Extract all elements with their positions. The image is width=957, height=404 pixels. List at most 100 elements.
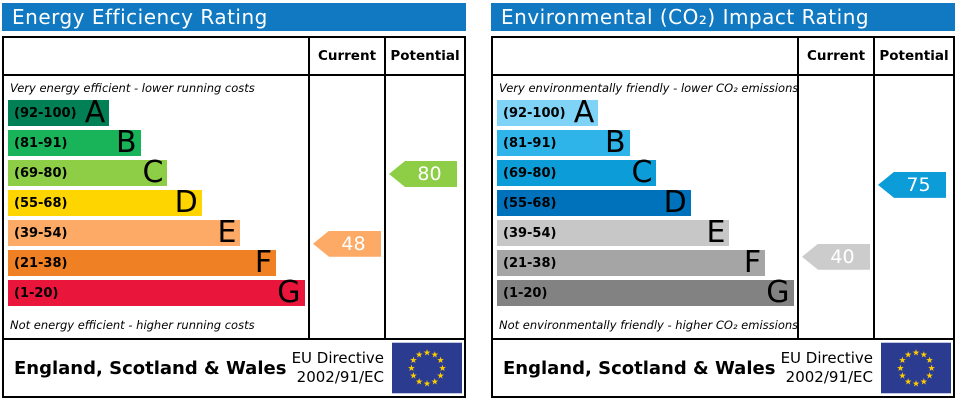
band-range-label: (55-68) [14,195,68,211]
potential-rating-arrow: 80 [389,161,457,187]
co2-table-body-row: Very environmentally friendly - lower CO… [493,76,953,338]
svg-text:★: ★ [415,378,423,388]
svg-text:★: ★ [437,356,445,366]
current-rating-arrow: 48 [313,230,381,257]
co2-region-label: England, Scotland & Wales [503,357,776,379]
energy-table-footer-row: England, Scotland & Wales EU Directive 2… [4,338,464,396]
co2-table-footer-row: England, Scotland & Wales EU Directive 2… [493,338,953,396]
band-letter: A [573,95,595,130]
band-c: (69-80) C [8,155,168,190]
co2-potential-rating-cell: 75 [875,76,953,338]
eu-flag-icon: ★ ★★ ★★★ ★★★ ★★★ [881,342,951,394]
energy-efficiency-panel: Energy Efficiency Rating Current Potenti… [2,3,466,398]
co2-table-header-row: Current Potential [493,38,953,76]
energy-eu-directive-label: EU Directive 2002/91/EC [292,349,384,387]
svg-text:★: ★ [439,364,447,374]
co2-impact-panel: Environmental (CO₂) Impact Rating Curren… [491,3,955,398]
energy-table-body-row: Very energy efficient - lower running co… [4,76,464,338]
svg-text:★: ★ [928,364,936,374]
band-g: (1-20) G [497,277,794,309]
svg-text:★: ★ [431,350,439,360]
co2-caption-top: Very environmentally friendly - lower CO… [499,81,799,95]
band-range-label: (39-54) [503,225,557,241]
band-range-label: (81-91) [14,135,68,151]
band-range-label: (81-91) [503,135,557,151]
band-letter: B [605,125,626,160]
band-range-label: (69-80) [503,165,557,181]
band-range-label: (92-100) [503,105,566,121]
energy-current-column-header: Current [310,38,386,74]
current-rating-arrow: 40 [802,243,870,270]
energy-caption-top: Very energy efficient - lower running co… [10,81,255,95]
band-letter: E [706,215,726,250]
svg-text:★: ★ [410,372,418,382]
band-e: (39-54) E [8,215,241,250]
svg-text:★: ★ [920,350,928,360]
band-letter: C [631,155,653,190]
band-c: (69-80) C [497,155,657,190]
energy-table-header-row: Current Potential [4,38,464,76]
svg-text:★: ★ [904,378,912,388]
svg-text:★: ★ [904,350,912,360]
svg-text:★: ★ [899,356,907,366]
co2-panel-title: Environmental (CO₂) Impact Rating [491,3,955,31]
eu-flag-icon: ★ ★★ ★★★ ★★★ ★★★ [392,342,462,394]
co2-caption-bottom: Not environmentally friendly - higher CO… [499,318,799,332]
band-letter: E [217,215,237,250]
band-letter: C [142,155,164,190]
svg-text:★: ★ [408,364,416,374]
energy-current-rating-cell: 48 [310,76,386,338]
svg-text:★: ★ [912,379,920,389]
band-g: (1-20) G [8,275,305,310]
band-letter: G [277,275,301,310]
co2-rating-table: Current Potential Very environmentally f… [491,36,955,398]
svg-text:★: ★ [410,356,418,366]
co2-header-spacer [493,38,799,74]
svg-text:★: ★ [920,378,928,388]
svg-text:★: ★ [926,372,934,382]
band-letter: F [743,245,762,280]
svg-text:★: ★ [899,372,907,382]
co2-potential-column-header: Potential [879,48,949,64]
svg-text:★: ★ [912,348,920,358]
band-letter: A [84,95,106,130]
band-a: (92-100) A [497,95,599,130]
band-range-label: (55-68) [503,195,557,211]
energy-panel-title: Energy Efficiency Rating [2,3,466,31]
band-range-label: (69-80) [14,165,68,181]
svg-text:★: ★ [897,364,905,374]
energy-rating-table: Current Potential Very energy efficient … [2,36,466,398]
band-b: (81-91) B [497,125,630,160]
band-f: (21-38) F [497,245,766,280]
co2-band-chart: Very environmentally friendly - lower CO… [493,76,799,338]
band-range-label: (21-38) [503,255,557,271]
energy-potential-rating-cell: 80 [386,76,464,338]
energy-header-spacer [4,38,310,74]
energy-band-list: (92-100) A (81-91) B (69-80) C (55-68) D (39-54)… [8,95,306,310]
energy-caption-bottom: Not energy efficient - higher running co… [10,318,255,332]
eu-directive-line2: 2002/91/EC [785,368,873,386]
svg-text:★: ★ [415,350,423,360]
energy-region-label: England, Scotland & Wales [14,357,287,379]
potential-rating-arrow: 75 [878,171,946,198]
band-f: (21-38) F [8,247,277,279]
svg-text:★: ★ [423,348,431,358]
band-range-label: (21-38) [14,255,68,271]
band-letter: D [663,185,687,220]
band-letter: D [174,185,198,220]
svg-text:★: ★ [431,378,439,388]
svg-text:★: ★ [423,379,431,389]
band-b: (81-91) B [8,127,141,159]
band-range-label: (1-20) [14,285,59,301]
svg-text:★: ★ [926,356,934,366]
band-a: (92-100) A [8,95,110,130]
co2-band-list: (92-100) A (81-91) B (69-80) C (55-68) D (39-54)… [497,95,795,310]
co2-current-column-header: Current [799,38,875,74]
eu-directive-line1: EU Directive [780,349,873,368]
co2-current-rating-cell: 40 [799,76,875,338]
band-range-label: (39-54) [14,225,68,241]
band-range-label: (1-20) [503,285,548,301]
band-d: (55-68) D [8,185,202,220]
band-d: (55-68) D [497,185,691,220]
